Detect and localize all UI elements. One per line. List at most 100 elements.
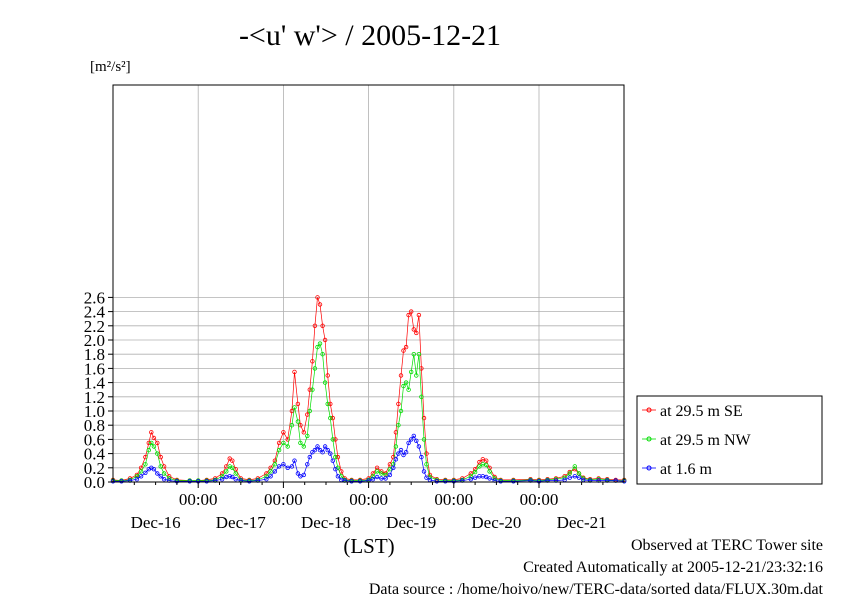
- series-point: [328, 415, 333, 421]
- x-date-label: Dec-19: [386, 513, 436, 532]
- x-midnight-label: 00:00: [179, 490, 218, 509]
- y-tick-label: 0.4: [84, 445, 106, 464]
- series-point: [370, 474, 376, 479]
- series-point: [134, 477, 140, 482]
- footer-observed: Observed at TERC Tower site: [631, 537, 823, 554]
- series-point: [498, 479, 503, 484]
- series-point: [146, 447, 151, 453]
- series-point: [276, 464, 282, 469]
- series-point: [487, 476, 492, 481]
- series-point: [398, 408, 404, 414]
- series-point: [272, 462, 278, 467]
- y-tick-label: 2.6: [84, 288, 105, 307]
- series-point: [421, 437, 427, 442]
- legend-label: at 29.5 m SE: [660, 403, 743, 420]
- series-point: [224, 469, 229, 474]
- legend-label: at 1.6 m: [660, 461, 713, 478]
- series-point: [576, 471, 582, 476]
- x-midnight-label: 00:00: [264, 490, 303, 509]
- series-point: [379, 476, 384, 481]
- series-point: [264, 471, 269, 476]
- series-point: [322, 380, 328, 385]
- series-point: [310, 450, 315, 455]
- series-point: [312, 366, 318, 371]
- x-date-label: Dec-17: [216, 513, 267, 532]
- series-point: [149, 430, 154, 435]
- series-point: [298, 440, 303, 446]
- series-point: [511, 479, 516, 484]
- series-point: [396, 401, 401, 407]
- series-point: [333, 467, 338, 472]
- series-point: [328, 451, 333, 456]
- series-point: [472, 469, 478, 475]
- series-point: [285, 444, 290, 449]
- series-point: [396, 451, 401, 456]
- series-point: [370, 471, 376, 476]
- series-point: [396, 423, 401, 428]
- series-point: [292, 458, 297, 463]
- series-point: [401, 452, 406, 458]
- series-point: [134, 472, 140, 478]
- series-point: [393, 457, 399, 462]
- series-point: [477, 459, 482, 465]
- series-point: [411, 327, 416, 332]
- series-point: [155, 451, 160, 456]
- series-point: [374, 474, 380, 480]
- legend-marker: [646, 436, 652, 442]
- y-tick-label: 0.8: [84, 416, 105, 435]
- series-point: [312, 447, 318, 453]
- series-point: [158, 454, 163, 460]
- series-point: [414, 373, 419, 378]
- series-point: [421, 415, 427, 421]
- series-point: [305, 433, 310, 439]
- x-midnight-label: 00:00: [434, 490, 473, 509]
- series-point: [289, 464, 295, 469]
- series-point: [301, 430, 306, 435]
- series-point: [317, 302, 323, 307]
- y-tick-label: 1.4: [84, 374, 106, 393]
- series-point: [443, 479, 448, 484]
- series-point: [305, 462, 310, 467]
- y-tick-label: 1.6: [84, 359, 105, 378]
- series-point: [468, 477, 473, 482]
- y-unit-label: [m²/s²]: [90, 59, 131, 75]
- series-point: [307, 408, 312, 414]
- series-point: [264, 474, 269, 479]
- series-point: [151, 467, 157, 472]
- series-point: [315, 344, 320, 350]
- series-point: [492, 476, 497, 481]
- x-date-label: Dec-21: [557, 513, 607, 532]
- series-point: [379, 471, 384, 476]
- series-point: [276, 447, 282, 453]
- x-date-label: Dec-18: [301, 513, 351, 532]
- series-point: [281, 430, 286, 435]
- series-point: [387, 472, 393, 478]
- series-point: [406, 387, 411, 392]
- legend-marker: [646, 465, 652, 471]
- series-point: [289, 423, 295, 428]
- series-point: [335, 474, 341, 479]
- series-point: [398, 447, 404, 453]
- series-point: [227, 456, 232, 461]
- series-point: [161, 477, 167, 482]
- series-point: [276, 440, 282, 446]
- series-point: [320, 323, 325, 328]
- series-point: [285, 437, 290, 442]
- series-point: [155, 471, 160, 476]
- series-point: [330, 415, 335, 421]
- series-point: [295, 419, 301, 424]
- grid-lines: [113, 85, 624, 482]
- legend-marker: [646, 407, 652, 413]
- series-point: [166, 476, 172, 481]
- series-point: [409, 369, 414, 375]
- series-point: [247, 479, 252, 484]
- series-point: [285, 465, 290, 470]
- series-point: [315, 295, 320, 300]
- x-date-label: Dec-16: [131, 513, 181, 532]
- legend-label: at 29.5 m NW: [660, 432, 752, 449]
- series-point: [143, 462, 148, 467]
- series-point: [219, 471, 225, 476]
- series-point: [553, 477, 559, 482]
- series-point: [572, 474, 577, 479]
